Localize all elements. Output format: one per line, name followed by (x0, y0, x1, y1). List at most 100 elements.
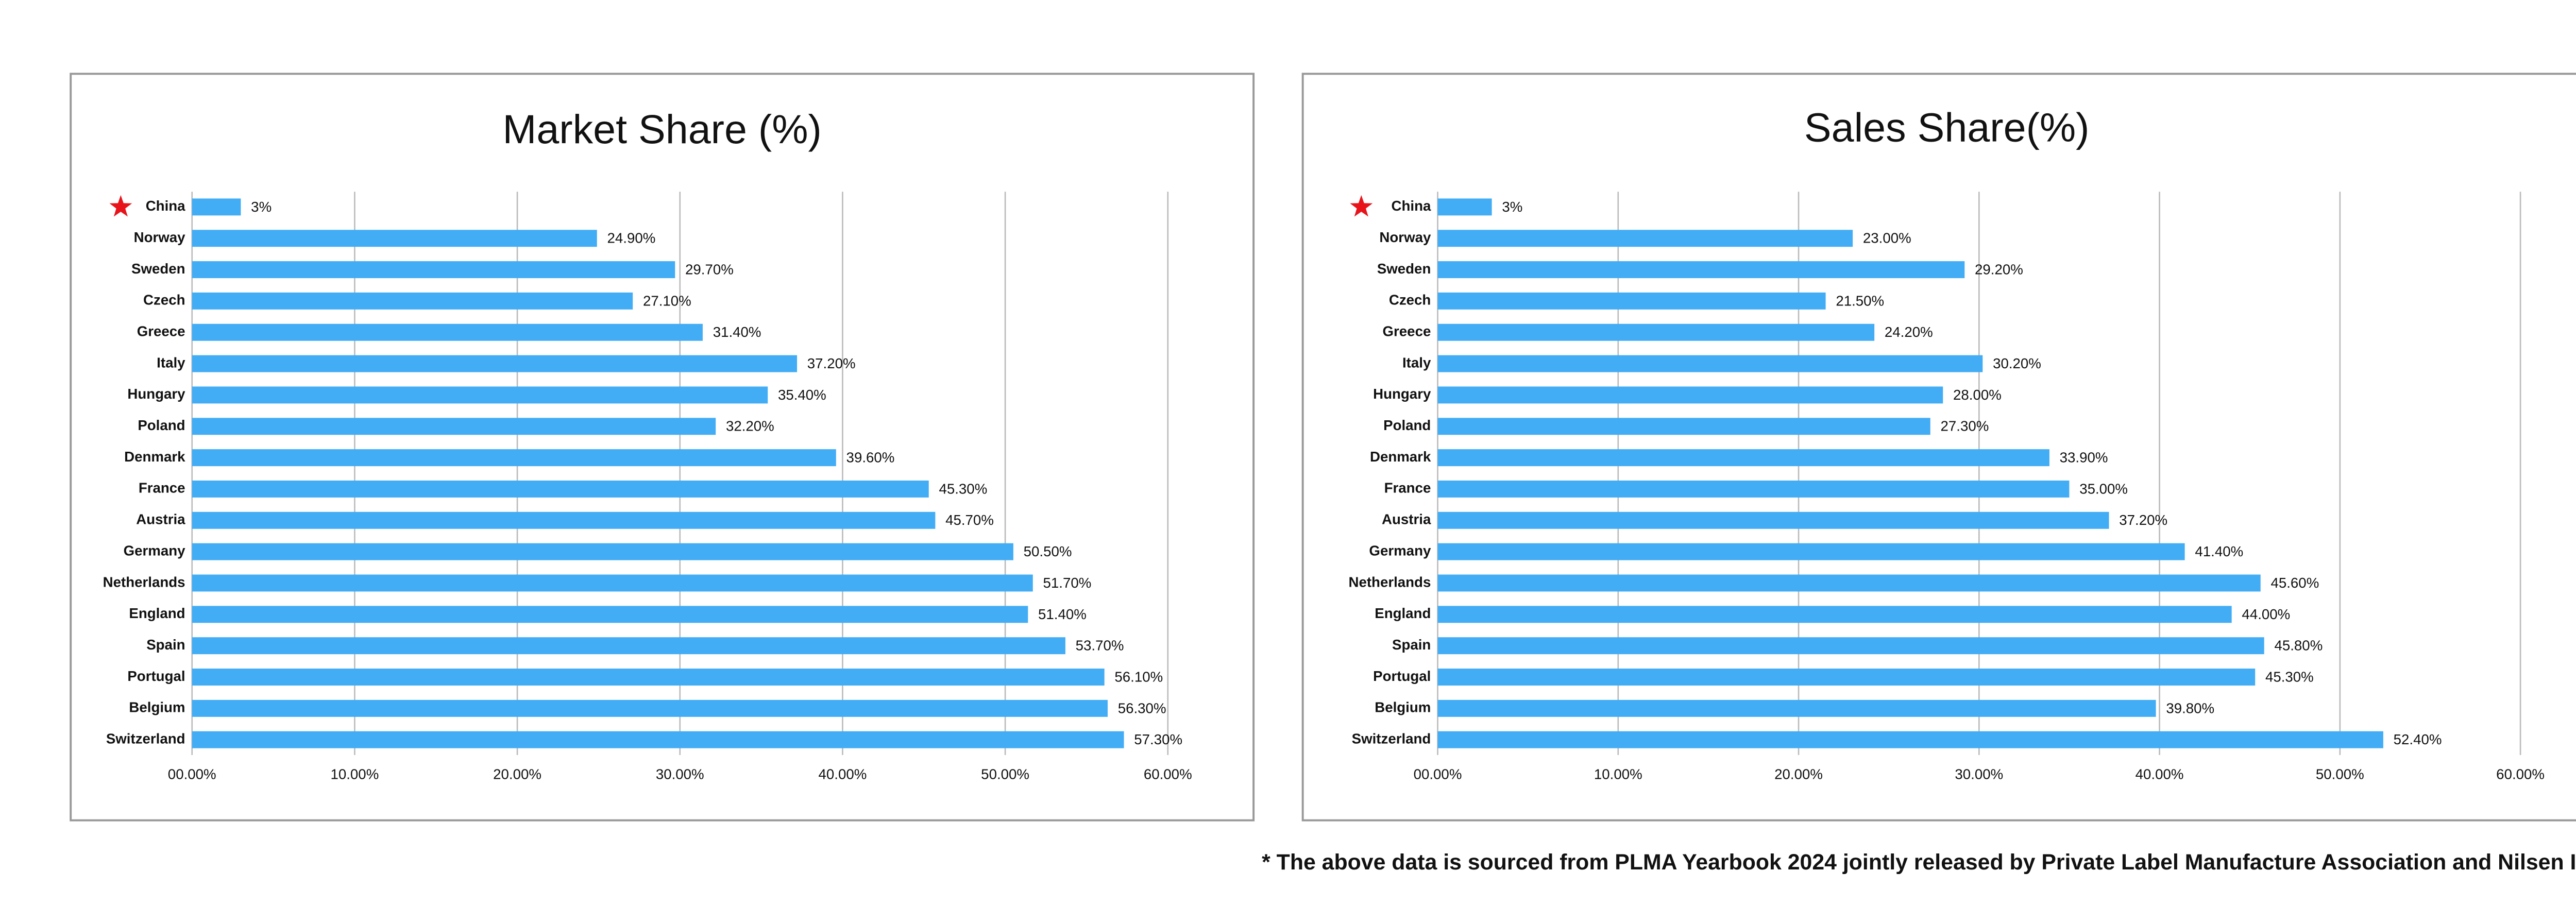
data-label: 27.30% (1941, 418, 1989, 434)
data-label: 51.40% (1038, 606, 1087, 622)
data-label: 45.60% (2270, 575, 2319, 591)
bar (1437, 323, 1875, 341)
data-label: 44.00% (2242, 606, 2290, 622)
category-label: China (146, 198, 185, 214)
bar (1437, 198, 1492, 216)
bar (1437, 637, 2264, 655)
bar (1437, 261, 1965, 279)
data-label: 29.70% (685, 262, 734, 278)
category-label: Spain (1392, 637, 1431, 653)
data-label: 35.00% (2079, 481, 2128, 497)
bar (1437, 418, 1930, 435)
category-label: Czech (1389, 292, 1431, 308)
category-label: England (1375, 605, 1431, 621)
bar (192, 731, 1124, 748)
category-label: Italy (1402, 354, 1431, 370)
category-label: Germany (1369, 542, 1431, 558)
chart-title: Sales Share(%) (1804, 105, 2090, 150)
bar (192, 323, 703, 341)
x-tick-label: 40.00% (819, 766, 867, 782)
category-label: Spain (146, 637, 185, 653)
bar (192, 699, 1108, 717)
x-tick-label: 00.00% (168, 766, 216, 782)
data-label: 32.20% (726, 418, 774, 434)
chart-frame (1301, 73, 2576, 822)
category-label: Austria (1382, 511, 1431, 527)
bar (192, 606, 1028, 623)
category-label: Poland (138, 417, 185, 433)
data-label: 27.10% (643, 293, 691, 309)
chart-title: Market Share (%) (502, 106, 821, 152)
data-label: 24.20% (1885, 324, 1933, 340)
data-label: 41.40% (2195, 543, 2243, 559)
bar (1437, 355, 1983, 372)
data-label: 57.30% (1134, 731, 1182, 747)
bar (1437, 699, 2156, 717)
bar (192, 511, 936, 529)
category-label: Czech (143, 292, 185, 308)
category-label: Netherlands (103, 574, 185, 590)
category-label: Netherlands (1349, 574, 1431, 590)
data-label: 35.40% (778, 387, 826, 403)
data-label: 39.80% (2166, 700, 2214, 716)
category-label: Portugal (127, 668, 185, 684)
bar (1437, 669, 2256, 686)
data-label: 56.30% (1118, 700, 1166, 716)
data-label: 39.60% (846, 450, 895, 466)
category-label: England (129, 605, 185, 621)
bar (1437, 449, 2049, 467)
category-label: Belgium (129, 699, 185, 715)
data-label: 28.00% (1953, 387, 2002, 403)
data-label: 51.70% (1043, 575, 1092, 591)
category-label: Greece (137, 323, 185, 339)
category-label: Austria (136, 511, 185, 527)
x-tick-label: 20.00% (493, 766, 541, 782)
bar (192, 355, 798, 372)
category-label: Portugal (1373, 668, 1431, 684)
bar (1437, 606, 2232, 623)
bar (192, 198, 241, 216)
x-tick-label: 50.00% (2316, 766, 2364, 782)
data-label: 45.70% (945, 512, 994, 528)
data-label: 53.70% (1076, 638, 1124, 654)
bar (192, 230, 597, 247)
data-label: 45.80% (2274, 638, 2323, 654)
data-label: 37.20% (807, 355, 856, 371)
category-label: Hungary (1373, 386, 1431, 402)
data-label: 30.20% (1993, 355, 2041, 371)
bar (192, 418, 716, 435)
data-label: 24.90% (607, 230, 656, 246)
bar (1437, 543, 2185, 560)
bar (1437, 480, 2070, 498)
data-label: 50.50% (1024, 543, 1072, 559)
bar (192, 543, 1013, 560)
data-label: 52.40% (2394, 731, 2442, 747)
bar (192, 261, 675, 279)
category-label: Denmark (1370, 449, 1431, 465)
bar (1437, 230, 1853, 247)
bar (192, 669, 1105, 686)
x-tick-label: 20.00% (1774, 766, 1823, 782)
x-tick-label: 60.00% (1144, 766, 1192, 782)
x-tick-label: 30.00% (656, 766, 704, 782)
bar (192, 449, 836, 467)
bar (192, 292, 633, 310)
category-label: Belgium (1375, 699, 1431, 715)
category-label: Hungary (127, 386, 185, 402)
category-label: Sweden (131, 261, 185, 277)
x-tick-label: 10.00% (330, 766, 379, 782)
bar (1437, 292, 1826, 310)
bar (1437, 731, 2383, 748)
bar (192, 574, 1033, 592)
x-tick-label: 10.00% (1594, 766, 1642, 782)
category-label: Norway (134, 229, 186, 245)
x-tick-label: 50.00% (981, 766, 1029, 782)
x-tick-label: 30.00% (1955, 766, 2003, 782)
data-label: 3% (251, 199, 272, 215)
bar (192, 386, 768, 404)
data-label: 3% (1502, 199, 1522, 215)
data-label: 23.00% (1863, 230, 1911, 246)
bar (1437, 574, 2261, 592)
bar (1437, 386, 1943, 404)
